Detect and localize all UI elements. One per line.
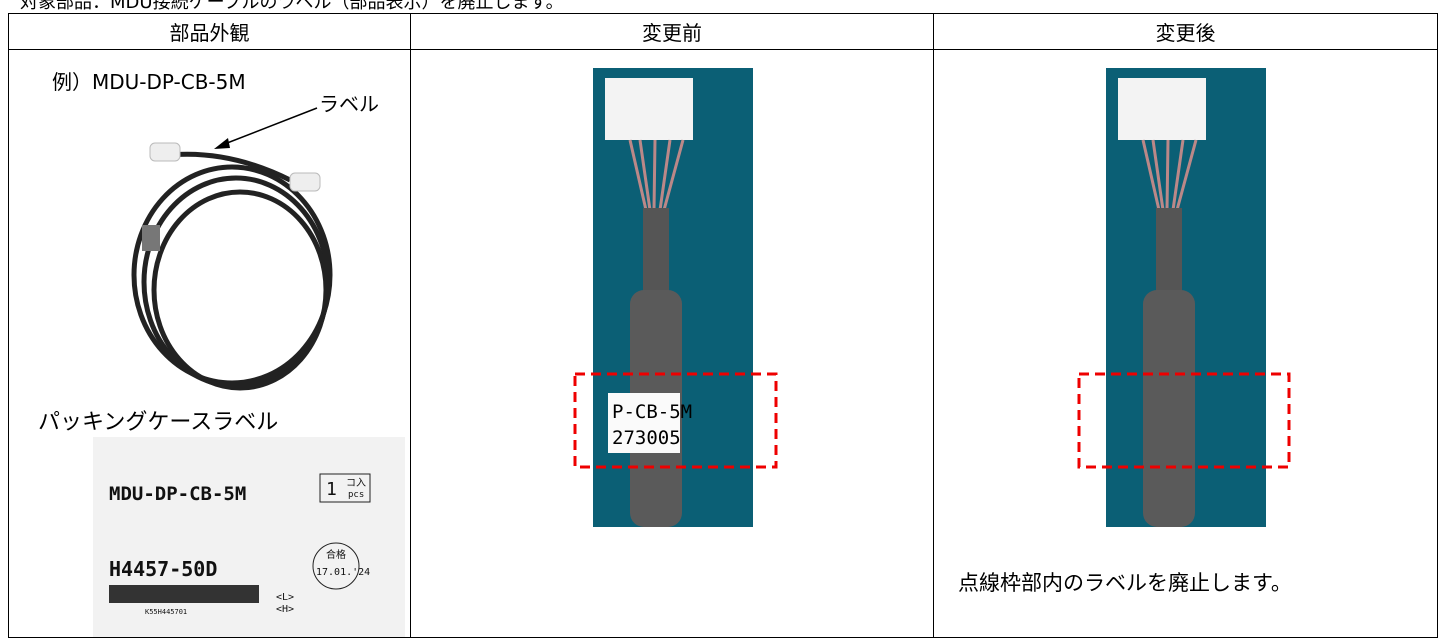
packing-title: パッキングケースラベル [38, 410, 279, 435]
connector [289, 172, 321, 192]
qty-box [319, 473, 371, 503]
arrow-head [214, 138, 230, 149]
label-h: <H> [276, 604, 294, 615]
example-text: 例）MDU-DP-CB-5M [52, 70, 246, 94]
label-photo [93, 437, 405, 637]
after-note: 点線枠部内のラベルを廃止します。 [958, 571, 1292, 595]
table-cell [933, 49, 1438, 638]
cable-photo [131, 151, 333, 391]
label-lot: H4457-50D [109, 557, 217, 581]
wires [1141, 139, 1198, 211]
dashed-frame [573, 372, 778, 469]
label-code: K55H445701 [145, 608, 187, 616]
before-label-line2: 273005 [612, 427, 681, 449]
wires [628, 139, 685, 211]
label-pcs: pcs [348, 490, 364, 500]
pass-stamp [312, 542, 360, 590]
label-qty: 1 [326, 479, 337, 500]
dashed-frame [1077, 372, 1291, 469]
barcode [109, 585, 259, 603]
label-qty-unit: コ入 [346, 478, 366, 489]
connector [1118, 78, 1206, 140]
label-l: <L> [276, 592, 294, 603]
ferrite [142, 225, 160, 251]
sleeve [1143, 290, 1195, 527]
callout-text: ラベル [319, 92, 379, 116]
label-texts: MDU-DP-CB-5M 1 コ入 pcs H4457-50D 合格 17.01… [109, 473, 371, 616]
header-note: 対象部品：MDU接続ケーブルのラベル（部品表示）を廃止します。 [20, 0, 564, 13]
before-label-line1: P-CB-5M [612, 401, 692, 423]
connector [149, 142, 181, 162]
connector [605, 78, 693, 140]
label-pass: 合格 [326, 548, 346, 561]
before-label [608, 393, 680, 453]
label-date: 17.01.'24 [316, 567, 370, 578]
callout-line [221, 107, 318, 146]
label-model: MDU-DP-CB-5M [109, 483, 246, 505]
